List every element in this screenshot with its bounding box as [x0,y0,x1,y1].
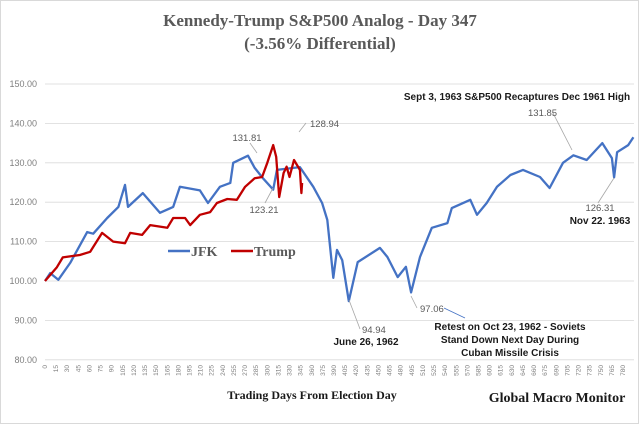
x-tick-label: 90 [109,365,116,373]
y-tick-label: 120.00 [9,197,37,207]
x-tick-label: 705 [564,365,571,376]
leader-123-21 [264,187,274,204]
x-tick-label: 510 [420,365,427,376]
x-tick-label: 240 [220,365,227,376]
x-tick-label: 270 [242,365,249,376]
y-tick-label: 90.00 [14,315,37,325]
x-tick-label: 315 [275,365,282,376]
leader-131-85 [552,112,573,151]
x-tick-label: 45 [75,365,82,373]
x-tick-label: 300 [264,365,271,376]
label-94-94: 94.94 [362,325,386,336]
leader-126-31 [597,177,615,204]
x-tick-label: 60 [86,365,93,373]
annotation-retest-line3: Cuban Missile Crisis [461,348,559,359]
x-tick-label: 435 [364,365,371,376]
annotation-sept-1963: Sept 3, 1963 S&P500 Recaptures Dec 1961 … [404,92,630,103]
series-line-jfk [44,136,635,303]
leader-retest [443,307,466,319]
x-tick-label: 450 [375,365,382,376]
x-tick-label: 30 [64,365,71,373]
x-tick-label: 375 [320,365,327,376]
label-97-06: 97.06 [420,304,444,315]
annotation-nov-1963: Nov 22. 1963 [570,216,631,227]
y-tick-label: 80.00 [14,355,37,365]
label-126-31: 126.31 [585,203,614,214]
leader-128-94 [298,122,307,133]
x-tick-label: 465 [387,365,394,376]
x-tick-label: 675 [542,365,549,376]
x-tick-label: 765 [609,365,616,376]
x-tick-label: 645 [520,365,527,376]
series-line-trump [44,143,304,282]
annotation-june-1962: June 26, 1962 [333,337,398,348]
x-tick-label: 690 [553,365,560,376]
label-131-85: 131.85 [528,108,557,119]
chart-title: Kennedy-Trump S&P500 Analog - Day 347 [163,11,477,30]
x-tick-label: 360 [309,365,316,376]
x-tick-label: 150 [153,365,160,376]
legend-label-trump: Trump [254,245,296,260]
source-label: Global Macro Monitor [489,391,626,406]
x-tick-label: 225 [209,365,216,376]
legend-label-jfk: JFK [191,245,218,260]
chart-frame [0,0,639,424]
x-axis: 0 15 30 45 60 75 90 105 120 135 150 165 180 195 210 225… [42,365,627,376]
y-tick-label: 140.00 [9,118,37,128]
x-tick-label: 0 [42,365,49,369]
x-tick-label: 330 [287,365,294,376]
gridlines [45,83,634,361]
label-123-21: 123.21 [249,205,278,216]
x-tick-label: 585 [476,365,483,376]
series-lines [44,136,635,303]
x-tick-label: 120 [131,365,138,376]
leader-131-81 [249,142,258,154]
x-tick-label: 75 [98,365,105,373]
y-tick-label: 100.00 [9,276,37,286]
x-tick-label: 780 [620,365,627,376]
y-tick-label: 130.00 [9,158,37,168]
x-tick-label: 720 [576,365,583,376]
chart-subtitle: (-3.56% Differential) [244,34,396,53]
x-tick-label: 570 [464,365,471,376]
annotation-retest-line1: Retest on Oct 23, 1962 - Soviets [434,322,586,333]
leader-lines [249,112,615,330]
x-tick-label: 420 [353,365,360,376]
x-tick-label: 180 [175,365,182,376]
leader-97-06 [410,295,418,309]
x-tick-label: 750 [598,365,605,376]
x-tick-label: 285 [253,365,260,376]
x-tick-label: 255 [231,365,238,376]
legend: JFK Trump [168,245,296,260]
x-tick-label: 390 [331,365,338,376]
leader-94-94 [348,299,361,330]
x-tick-label: 525 [431,365,438,376]
x-tick-label: 495 [409,365,416,376]
y-tick-label: 110.00 [10,237,37,247]
x-tick-label: 405 [342,365,349,376]
annotation-retest-line2: Stand Down Next Day During [441,335,579,346]
x-tick-label: 210 [198,365,205,376]
x-tick-label: 600 [487,365,494,376]
x-tick-label: 105 [120,365,127,376]
label-131-81: 131.81 [232,133,261,144]
x-tick-label: 540 [442,365,449,376]
x-tick-label: 615 [498,365,505,376]
x-tick-label: 660 [531,365,538,376]
x-tick-label: 165 [164,365,171,376]
x-tick-label: 630 [509,365,516,376]
y-tick-label: 150.00 [9,79,37,89]
label-128-94: 128.94 [310,119,339,130]
x-tick-label: 345 [298,365,305,376]
x-tick-label: 480 [398,365,405,376]
x-tick-label: 15 [53,365,60,373]
x-tick-label: 195 [187,365,194,376]
x-tick-label: 735 [587,365,594,376]
x-tick-label: 555 [453,365,460,376]
x-axis-label: Trading Days From Election Day [227,388,397,402]
x-tick-label: 135 [142,365,149,376]
y-axis: 80.00 90.00 100.00 110.00 120.00 130.00 140.00… [9,79,37,365]
